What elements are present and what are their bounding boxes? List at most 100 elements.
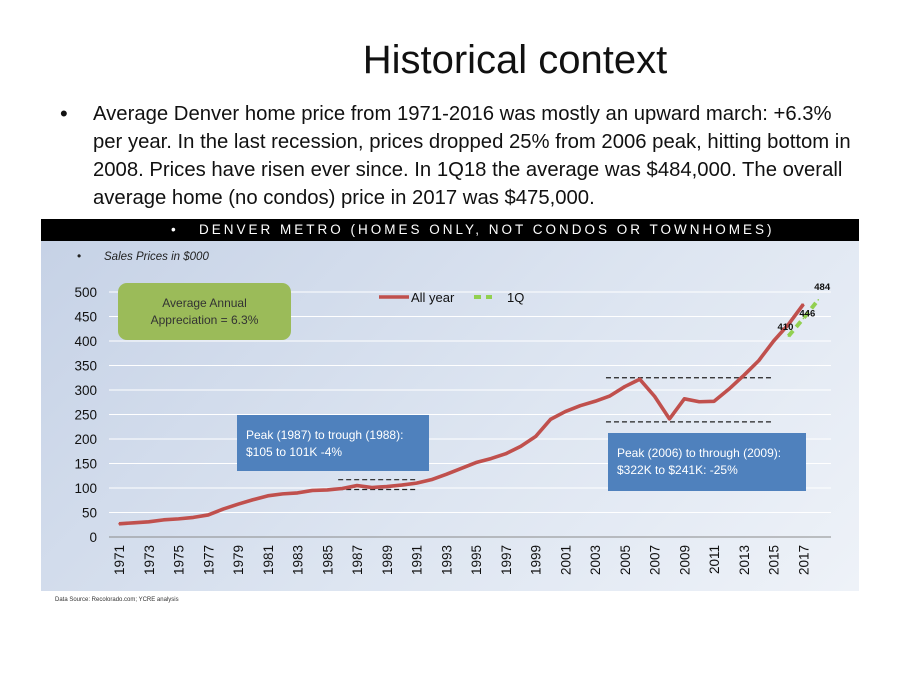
data-point: [266, 495, 269, 497]
data-point: [222, 508, 224, 510]
y-tick-label: 100: [74, 481, 97, 496]
data-point: [252, 498, 254, 501]
data-point: [624, 385, 626, 388]
y-tick-label: 400: [74, 334, 97, 349]
y-tick-label: 350: [74, 359, 97, 374]
x-tick-label: 2005: [618, 545, 633, 575]
y-tick-label: 50: [82, 506, 97, 521]
data-point: [326, 489, 329, 491]
subtitle-bullet: •: [77, 249, 81, 263]
legend-label-all-year: All year: [411, 290, 455, 305]
legend-label-1q: 1Q: [507, 290, 524, 305]
y-tick-label: 450: [74, 310, 97, 325]
annotation-text-3: Peak (2006) to through (2009): $322K to $…: [617, 446, 781, 477]
y-tick-label: 300: [74, 383, 97, 398]
y-tick-label: 150: [74, 457, 97, 472]
data-point: [638, 378, 641, 381]
x-tick-label: 2015: [767, 545, 782, 575]
data-point: [772, 340, 775, 342]
x-tick-label: 2007: [648, 545, 663, 575]
data-point: [133, 521, 135, 524]
y-tick-label: 250: [74, 408, 97, 423]
chart-subtitle: Sales Prices in $000: [104, 251, 209, 263]
data-point: [460, 467, 462, 470]
x-tick-label: 2001: [558, 545, 573, 575]
data-point: [743, 374, 745, 377]
data-point: [698, 400, 701, 403]
bullet-dot: •: [60, 101, 68, 126]
data-point: [802, 317, 805, 320]
data-point: [475, 461, 477, 464]
x-tick-label: 1977: [201, 545, 216, 575]
x-tick-label: 2009: [677, 545, 692, 575]
data-point: [177, 518, 180, 520]
data-point: [415, 482, 418, 484]
data-point: [787, 335, 790, 337]
annotation-box-2: [237, 415, 429, 471]
data-point: [490, 457, 492, 460]
data-point: [505, 452, 507, 455]
data-label: 410: [778, 322, 794, 333]
chart-banner: • DENVER METRO (HOMES ONLY, NOT CONDOS O…: [41, 219, 859, 241]
banner-dot: •: [171, 222, 179, 237]
chart-panel: • Sales Prices in $000 0 50 100 150 200 250 300 3…: [41, 241, 859, 591]
price-chart: • Sales Prices in $000 0 50 100 150 200 250 300 3…: [74, 249, 831, 575]
data-point: [207, 514, 210, 516]
annotation-box-1: [118, 283, 291, 340]
data-point: [356, 484, 358, 487]
data-point: [386, 485, 388, 488]
data-point: [162, 519, 165, 521]
x-tick-label: 1983: [291, 545, 306, 575]
data-label: 446: [799, 308, 815, 319]
x-tick-label: 1993: [439, 545, 454, 575]
data-point: [653, 395, 656, 398]
x-tick-label: 2013: [737, 545, 752, 575]
data-point: [728, 388, 730, 390]
x-tick-label: 2017: [796, 545, 811, 575]
data-label: 484: [814, 282, 831, 293]
slide-title: Historical context: [362, 38, 668, 82]
data-point: [564, 410, 567, 413]
data-point: [311, 489, 314, 492]
x-tick-label: 2011: [707, 545, 722, 574]
data-point: [609, 395, 611, 397]
x-tick-label: 1985: [320, 545, 335, 575]
y-tick-label: 500: [74, 285, 97, 300]
x-tick-label: 1975: [172, 545, 187, 575]
x-tick-label: 1979: [231, 545, 246, 575]
data-point: [787, 323, 790, 326]
series-line-2: [786, 298, 820, 338]
x-tick-label: 1987: [350, 545, 365, 575]
data-point: [802, 303, 805, 306]
data-point: [519, 445, 522, 448]
data-point: [549, 418, 552, 421]
x-tick-label: 1997: [499, 545, 514, 575]
data-point: [118, 522, 120, 525]
data-point: [371, 486, 373, 489]
data-point: [237, 503, 239, 505]
data-point: [147, 521, 150, 523]
annotation-text-1: Average Annual Appreciation = 6.3%: [151, 296, 259, 327]
data-point: [430, 478, 433, 481]
y-tick-label: 200: [74, 432, 97, 447]
x-tick-label: 1991: [410, 545, 425, 575]
data-point: [594, 400, 596, 403]
summary-text: Average Denver home price from 1971-2016…: [93, 103, 851, 209]
data-point: [713, 400, 715, 403]
data-point: [445, 473, 448, 476]
data-point: [579, 404, 582, 407]
data-point: [534, 435, 537, 438]
data-point: [296, 492, 299, 494]
data-point: [757, 359, 760, 362]
x-tick-label: 1995: [469, 545, 484, 575]
x-tick-label: 1989: [380, 545, 395, 575]
data-point: [400, 484, 403, 486]
x-tick-label: 1999: [529, 545, 544, 575]
data-source: Data Source: Recolorado.com; YCRE analys…: [55, 597, 179, 603]
x-tick-label: 1973: [142, 545, 157, 575]
x-tick-label: 2003: [588, 545, 603, 575]
x-tick-label: 1971: [112, 545, 127, 575]
x-tick-label: 1981: [261, 545, 276, 575]
banner-text: DENVER METRO (HOMES ONLY, NOT CONDOS OR …: [199, 222, 775, 237]
annotation-text-2: Peak (1987) to trough (1988): $105 to 101…: [246, 428, 403, 459]
